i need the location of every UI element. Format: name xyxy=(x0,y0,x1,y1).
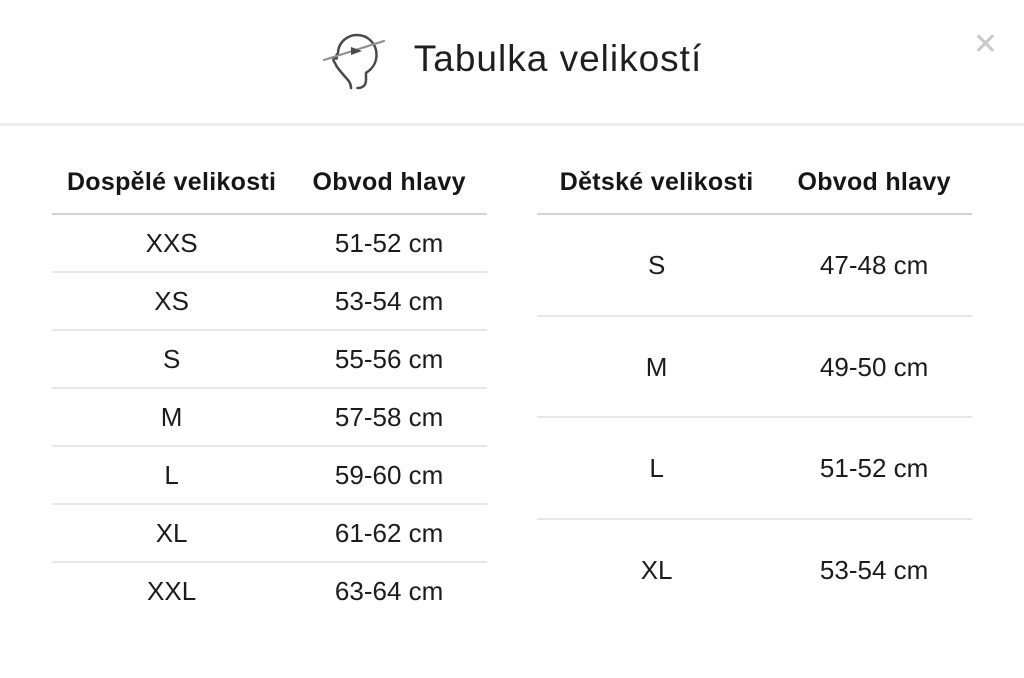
size-cell: S xyxy=(52,330,292,389)
column-header-adult-sizes: Dospělé velikosti xyxy=(52,160,292,215)
table-row: XXS 51-52 cm xyxy=(52,214,487,273)
size-cell: XXS xyxy=(52,214,292,273)
modal-header: Tabulka velikostí ✕ xyxy=(0,0,1024,126)
close-icon: ✕ xyxy=(972,27,998,62)
table-row: XL 61-62 cm xyxy=(52,504,487,563)
circumference-cell: 47-48 cm xyxy=(776,214,972,317)
table-row: S 47-48 cm xyxy=(537,214,972,317)
circumference-cell: 53-54 cm xyxy=(819,554,929,585)
table-row: L 51-52 cm xyxy=(537,417,972,521)
table-row: M 49-50 cm xyxy=(537,315,972,419)
column-header-head-circumference: Obvod hlavy xyxy=(291,160,487,215)
close-button[interactable]: ✕ xyxy=(969,26,1002,64)
kids-sizes-table: Dětské velikosti Obvod hlavy S 47-48 cm … xyxy=(537,160,972,619)
modal-title-group: Tabulka velikostí xyxy=(322,28,702,90)
circumference-cell: 49-50 cm xyxy=(776,315,972,419)
table-row: XXL 63-64 cm xyxy=(52,562,487,619)
size-cell: M xyxy=(537,315,777,419)
table-header-row: Dospělé velikosti Obvod hlavy xyxy=(52,160,487,215)
size-cell: XS xyxy=(52,272,292,331)
circumference-cell: 63-64 cm xyxy=(334,576,444,606)
size-cell: XXL xyxy=(147,576,197,606)
circumference-cell: 61-62 cm xyxy=(291,504,487,563)
size-chart-modal: Tabulka velikostí ✕ Dospělé velikosti Ob… xyxy=(0,0,1024,619)
column-header-kids-sizes: Dětské velikosti xyxy=(537,160,777,215)
circumference-cell: 57-58 cm xyxy=(291,388,487,447)
circumference-cell: 53-54 cm xyxy=(291,272,487,331)
size-cell: L xyxy=(52,446,292,505)
table-row: M 57-58 cm xyxy=(52,388,487,447)
size-cell: M xyxy=(52,388,292,447)
table-row: XS 53-54 cm xyxy=(52,272,487,331)
circumference-cell: 51-52 cm xyxy=(291,214,487,273)
adult-sizes-table: Dospělé velikosti Obvod hlavy XXS 51-52 … xyxy=(52,160,487,619)
size-cell: XL xyxy=(52,504,292,563)
size-cell: L xyxy=(537,417,777,521)
size-cell: XL xyxy=(640,554,673,585)
size-tables-area: Dospělé velikosti Obvod hlavy XXS 51-52 … xyxy=(0,126,1024,619)
page-title: Tabulka velikostí xyxy=(413,37,703,79)
table-row: S 55-56 cm xyxy=(52,330,487,389)
circumference-cell: 59-60 cm xyxy=(291,446,487,505)
circumference-cell: 51-52 cm xyxy=(776,417,972,521)
column-header-head-circumference: Obvod hlavy xyxy=(776,160,972,215)
circumference-cell: 55-56 cm xyxy=(291,330,487,389)
table-row: L 59-60 cm xyxy=(52,446,487,505)
size-cell: S xyxy=(537,214,777,317)
table-header-row: Dětské velikosti Obvod hlavy xyxy=(537,160,972,215)
head-circumference-icon xyxy=(322,28,386,90)
table-row: XL 53-54 cm xyxy=(537,519,972,619)
